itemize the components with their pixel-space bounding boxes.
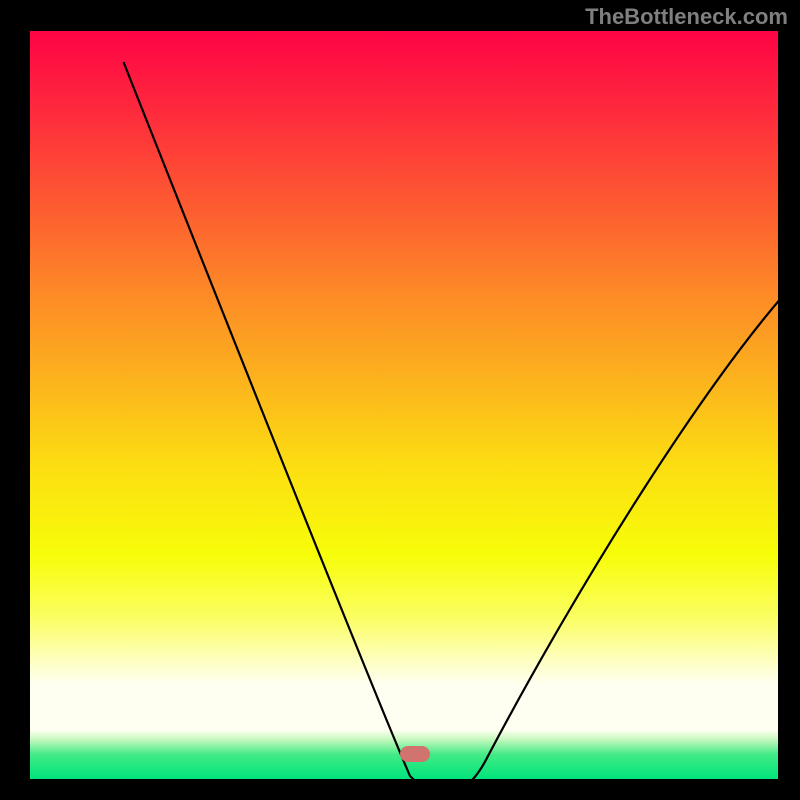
- bottleneck-curve: [30, 31, 800, 800]
- optimal-point-marker: [400, 746, 430, 762]
- plot-area: [30, 31, 778, 779]
- chart-canvas: TheBottleneck.com: [0, 0, 800, 800]
- curve-path: [124, 62, 800, 786]
- watermark-text: TheBottleneck.com: [585, 4, 788, 30]
